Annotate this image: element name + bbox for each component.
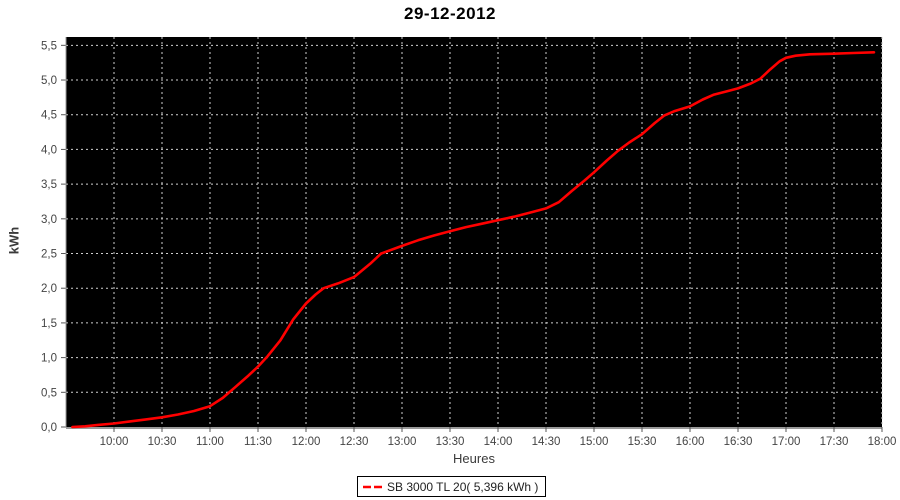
- x-tick-label: 14:30: [532, 436, 561, 448]
- y-tick-label: 4,0: [41, 144, 57, 156]
- production-line: [71, 50, 876, 429]
- x-tick-label: 13:00: [388, 436, 417, 448]
- x-tick-label: 10:30: [148, 436, 177, 448]
- x-tick-label: 16:30: [724, 436, 753, 448]
- y-tick-label: 2,5: [41, 249, 57, 261]
- y-tick-label: 0,0: [41, 422, 57, 434]
- x-tick-label: 11:00: [196, 436, 224, 448]
- x-tick-label: 12:30: [340, 436, 369, 448]
- x-tick-label: 12:00: [292, 436, 321, 448]
- x-axis-label: Heures: [453, 451, 495, 466]
- y-tick-label: 0,5: [41, 387, 57, 399]
- y-tick-label: 3,5: [41, 179, 57, 191]
- x-tick-label: 18:00: [868, 436, 897, 448]
- y-tick-label: 1,0: [41, 353, 57, 365]
- legend-label: SB 3000 TL 20( 5,396 kWh ): [387, 479, 539, 494]
- y-tick-label: 3,0: [41, 214, 57, 226]
- y-tick-label: 1,5: [41, 318, 57, 330]
- y-tick-label: 5,0: [41, 75, 57, 87]
- x-tick-label: 14:00: [484, 436, 513, 448]
- legend: SB 3000 TL 20( 5,396 kWh ): [357, 476, 547, 497]
- chart-title: 29-12-2012: [404, 4, 496, 23]
- y-axis-label: kWh: [6, 226, 22, 255]
- x-tick-label: 10:00: [100, 436, 129, 448]
- x-tick-label: 13:30: [436, 436, 465, 448]
- legend-line-icon: [363, 485, 383, 488]
- x-tick-label: 16:00: [676, 436, 705, 448]
- x-tick-label: 15:00: [580, 436, 609, 448]
- x-tick-label: 17:30: [820, 436, 849, 448]
- y-tick-label: 5,5: [41, 40, 57, 52]
- x-tick-label: 11:30: [244, 436, 272, 448]
- y-tick-label: 4,5: [41, 110, 57, 122]
- plot-area: [66, 37, 882, 427]
- x-tick-label: 15:30: [628, 436, 657, 448]
- x-tick-label: 17:00: [772, 436, 801, 448]
- y-tick-label: 2,0: [41, 283, 57, 295]
